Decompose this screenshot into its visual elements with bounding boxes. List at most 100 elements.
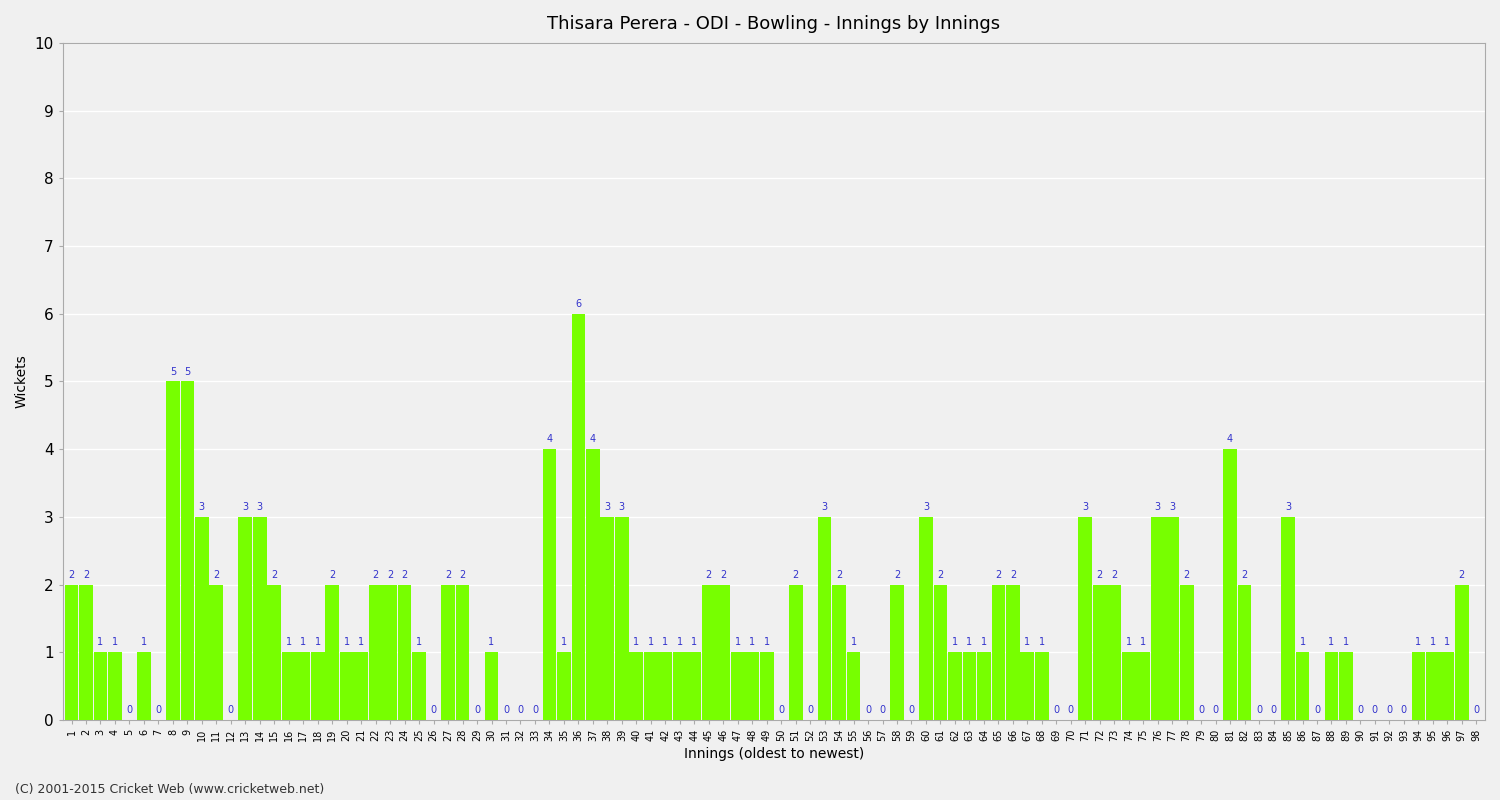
Text: 1: 1 (112, 638, 118, 647)
Text: 2: 2 (705, 570, 712, 580)
Text: 0: 0 (879, 705, 885, 715)
Y-axis label: Wickets: Wickets (15, 354, 28, 408)
Bar (658, 652, 672, 720)
Text: 5: 5 (184, 366, 190, 377)
Bar (354, 652, 368, 720)
Text: 3: 3 (1168, 502, 1174, 512)
Bar (413, 652, 426, 720)
Text: 3: 3 (256, 502, 262, 512)
Text: 3: 3 (822, 502, 828, 512)
Bar (1078, 517, 1092, 720)
Bar (1166, 517, 1179, 720)
Bar (369, 585, 382, 720)
Text: 0: 0 (126, 705, 132, 715)
Text: (C) 2001-2015 Cricket Web (www.cricketweb.net): (C) 2001-2015 Cricket Web (www.cricketwe… (15, 783, 324, 796)
Text: 0: 0 (474, 705, 480, 715)
Text: 0: 0 (807, 705, 813, 715)
Bar (108, 652, 122, 720)
Bar (326, 585, 339, 720)
Bar (572, 314, 585, 720)
Title: Thisara Perera - ODI - Bowling - Innings by Innings: Thisara Perera - ODI - Bowling - Innings… (548, 15, 1000, 33)
Bar (1440, 652, 1454, 720)
Bar (80, 585, 93, 720)
Bar (890, 585, 904, 720)
Text: 1: 1 (648, 638, 654, 647)
Text: 2: 2 (836, 570, 842, 580)
Bar (556, 652, 572, 720)
Text: 2: 2 (720, 570, 726, 580)
Text: 0: 0 (503, 705, 509, 715)
Bar (64, 585, 78, 720)
Text: 2: 2 (213, 570, 219, 580)
Text: 3: 3 (242, 502, 249, 512)
Text: 1: 1 (662, 638, 669, 647)
Bar (166, 382, 180, 720)
Text: 2: 2 (82, 570, 88, 580)
Text: 1: 1 (1416, 638, 1422, 647)
Text: 6: 6 (576, 299, 582, 309)
Text: 0: 0 (430, 705, 436, 715)
Bar (674, 652, 687, 720)
Bar (687, 652, 700, 720)
Text: 2: 2 (1112, 570, 1118, 580)
Text: 2: 2 (1458, 570, 1466, 580)
Text: 1: 1 (141, 638, 147, 647)
Bar (1340, 652, 1353, 720)
Text: 0: 0 (1270, 705, 1276, 715)
Bar (1020, 652, 1034, 720)
Text: 1: 1 (285, 638, 292, 647)
Bar (456, 585, 470, 720)
Text: 1: 1 (416, 638, 422, 647)
Text: 1: 1 (966, 638, 972, 647)
Text: 0: 0 (1473, 705, 1479, 715)
Text: 1: 1 (1329, 638, 1335, 647)
Text: 2: 2 (446, 570, 452, 580)
Text: 1: 1 (344, 638, 350, 647)
Bar (644, 652, 657, 720)
Bar (210, 585, 224, 720)
Bar (1007, 585, 1020, 720)
Bar (730, 652, 744, 720)
Text: 2: 2 (1096, 570, 1102, 580)
Text: 1: 1 (692, 638, 698, 647)
Bar (948, 652, 962, 720)
Text: 1: 1 (1444, 638, 1450, 647)
Text: 1: 1 (676, 638, 682, 647)
Bar (586, 449, 600, 720)
Text: 0: 0 (1068, 705, 1074, 715)
Bar (760, 652, 774, 720)
Text: 1: 1 (489, 638, 495, 647)
Text: 1: 1 (1299, 638, 1305, 647)
Text: 0: 0 (778, 705, 784, 715)
Bar (180, 382, 195, 720)
Bar (1150, 517, 1164, 720)
Bar (1222, 449, 1238, 720)
Bar (846, 652, 861, 720)
Bar (238, 517, 252, 720)
Text: 2: 2 (387, 570, 393, 580)
Text: 1: 1 (1140, 638, 1146, 647)
Text: 3: 3 (922, 502, 928, 512)
Bar (384, 585, 398, 720)
Bar (136, 652, 152, 720)
Text: 1: 1 (1342, 638, 1348, 647)
Text: 2: 2 (272, 570, 278, 580)
Bar (310, 652, 324, 720)
Bar (1180, 585, 1194, 720)
Text: 1: 1 (748, 638, 756, 647)
Bar (93, 652, 108, 720)
Text: 1: 1 (633, 638, 639, 647)
Bar (833, 585, 846, 720)
Bar (717, 585, 730, 720)
Bar (340, 652, 354, 720)
Bar (1035, 652, 1048, 720)
Bar (297, 652, 310, 720)
Text: 3: 3 (604, 502, 610, 512)
Text: 0: 0 (909, 705, 915, 715)
Text: 0: 0 (1372, 705, 1378, 715)
Bar (818, 517, 831, 720)
Text: 4: 4 (546, 434, 552, 444)
Text: 2: 2 (402, 570, 408, 580)
Text: 4: 4 (1227, 434, 1233, 444)
Bar (702, 585, 715, 720)
